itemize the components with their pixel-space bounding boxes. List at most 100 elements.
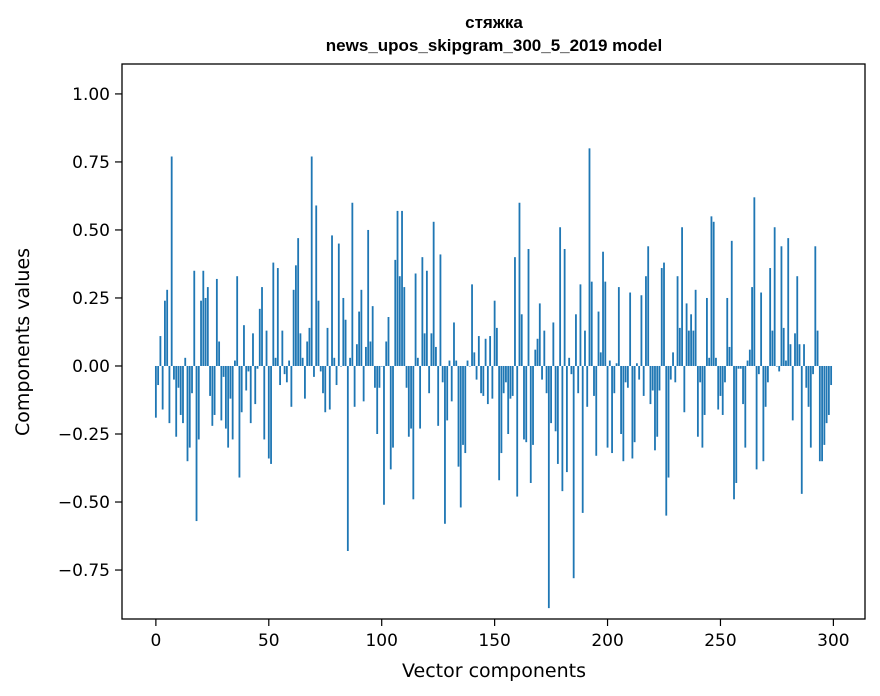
bar-279 — [785, 360, 787, 366]
bar-109 — [401, 210, 403, 366]
bar-1 — [157, 365, 160, 386]
bar-118 — [421, 257, 424, 366]
bar-6 — [168, 365, 171, 424]
bar-40 — [245, 365, 248, 391]
bar-129 — [446, 365, 449, 421]
bar-10 — [177, 365, 180, 388]
bar-68 — [308, 327, 311, 366]
bar-174 — [547, 365, 550, 609]
bar-75 — [324, 365, 327, 413]
chart-title-line1: стяжка — [465, 13, 523, 32]
bar-61 — [292, 289, 295, 366]
bar-289 — [807, 365, 810, 407]
bar-150 — [493, 300, 496, 366]
bar-84 — [344, 319, 347, 366]
bar-251 — [721, 365, 724, 415]
bar-176 — [552, 322, 555, 366]
bar-163 — [523, 365, 525, 440]
bar-231 — [676, 276, 679, 366]
bar-56 — [281, 330, 284, 366]
bar-266 — [755, 365, 758, 470]
bar-39 — [243, 325, 245, 366]
bar-260 — [742, 365, 744, 405]
bar-197 — [599, 352, 602, 366]
bar-221 — [654, 365, 656, 451]
bar-26 — [213, 365, 216, 415]
bar-284 — [796, 276, 799, 366]
bar-239 — [694, 289, 697, 366]
bar-169 — [536, 338, 539, 366]
bar-205 — [617, 287, 620, 366]
bar-63 — [297, 238, 300, 366]
bar-165 — [527, 249, 530, 366]
bar-238 — [692, 330, 695, 366]
bar-137 — [464, 365, 467, 454]
bar-206 — [620, 365, 622, 434]
bar-87 — [351, 202, 354, 366]
bar-237 — [690, 314, 693, 366]
bar-219 — [649, 365, 652, 405]
bar-73 — [319, 365, 322, 372]
bar-230 — [674, 365, 677, 383]
bar-25 — [211, 365, 214, 426]
bar-272 — [769, 268, 772, 366]
bar-236 — [687, 330, 690, 366]
bar-255 — [730, 240, 733, 366]
bar-259 — [739, 365, 742, 369]
bar-186 — [575, 314, 577, 366]
bar-265 — [753, 197, 756, 366]
bar-229 — [672, 352, 674, 366]
bar-285 — [798, 344, 801, 366]
bar-151 — [495, 327, 498, 366]
bar-107 — [396, 210, 399, 366]
bar-19 — [197, 365, 200, 440]
bar-156 — [507, 365, 510, 434]
bar-147 — [486, 365, 489, 405]
bar-172 — [543, 330, 546, 366]
y-tick-label-7: −0.75 — [58, 561, 110, 581]
bar-131 — [450, 365, 453, 402]
bar-29 — [220, 365, 223, 421]
bar-157 — [509, 365, 512, 399]
bar-108 — [398, 276, 401, 366]
bar-64 — [299, 333, 302, 366]
bar-78 — [331, 235, 333, 366]
bar-44 — [254, 365, 257, 405]
x-tick-label-0: 0 — [150, 631, 161, 651]
bar-32 — [227, 365, 230, 448]
bar-88 — [353, 365, 356, 407]
bar-96 — [371, 306, 374, 366]
bar-273 — [771, 330, 774, 366]
bar-125 — [437, 365, 440, 426]
bar-208 — [624, 365, 627, 383]
bar-290 — [809, 365, 812, 448]
bar-213 — [636, 363, 638, 366]
bar-30 — [222, 365, 225, 377]
bar-245 — [708, 357, 711, 366]
bar-234 — [683, 365, 686, 413]
bar-154 — [502, 365, 505, 394]
bar-72 — [317, 300, 320, 366]
bar-24 — [209, 365, 211, 396]
bar-22 — [204, 297, 207, 366]
bar-261 — [744, 365, 747, 448]
y-tick-label-2: 0.50 — [72, 221, 110, 241]
bar-276 — [778, 365, 781, 372]
bar-153 — [500, 365, 503, 454]
bar-199 — [604, 281, 607, 366]
bar-126 — [439, 254, 442, 366]
bar-66 — [304, 365, 306, 399]
bar-211 — [631, 365, 634, 459]
bar-104 — [389, 365, 392, 470]
bar-77 — [328, 365, 331, 410]
bar-189 — [581, 365, 584, 513]
bar-5 — [166, 289, 169, 366]
bar-43 — [252, 333, 254, 366]
bar-9 — [175, 365, 178, 437]
bar-256 — [733, 365, 735, 500]
y-tick-label-0: 1.00 — [72, 85, 110, 105]
bar-264 — [751, 287, 753, 366]
bar-257 — [735, 365, 738, 483]
bar-258 — [737, 365, 740, 369]
y-axis-label: Components values — [12, 248, 34, 436]
